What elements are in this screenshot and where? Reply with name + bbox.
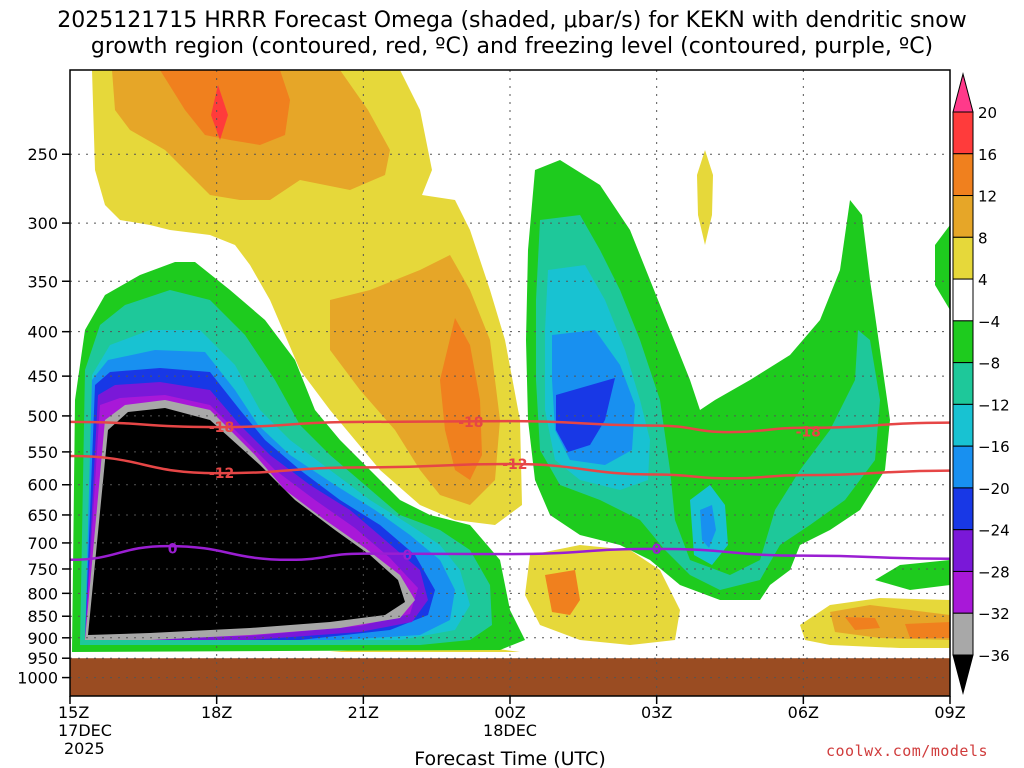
colorbar-swatch-3: [952, 236, 974, 280]
y-tick-label-600: 600: [27, 476, 58, 495]
y-tick-label-650: 650: [27, 506, 58, 525]
y-tick-label-700: 700: [27, 534, 58, 553]
contour-freezing-level: [69, 544, 951, 562]
x-tick-label-18Z: 18Z: [201, 703, 232, 722]
colorbar-label-13: −36: [978, 647, 1010, 665]
y-tick-label-350: 350: [27, 272, 58, 291]
contour-label-3: -12: [209, 466, 234, 482]
colorbar-label-10: −24: [978, 522, 1010, 540]
colorbar-label-4: 4: [978, 271, 988, 289]
omega-region-top-red: [211, 85, 228, 140]
omega-region-late-green-frag1: [875, 560, 950, 590]
colorbar-label-11: −28: [978, 563, 1010, 581]
y-tick-label-500: 500: [27, 407, 58, 426]
y-tick-label-300: 300: [27, 214, 58, 233]
colorbar-swatch-2: [952, 195, 974, 238]
x-axis-title: Forecast Time (UTC): [414, 748, 605, 768]
omega-region-mid-orange: [440, 318, 482, 480]
x-tick-label-06Z: 06Z: [788, 703, 819, 722]
colorbar-label-2: 12: [978, 188, 997, 206]
colorbar-bottom-arrow: [952, 654, 974, 695]
colorbar-swatch-12: [952, 612, 974, 656]
contour-label-1: -18: [458, 415, 483, 431]
contour-dgz-upper: [69, 419, 951, 434]
colorbar-swatch-11: [952, 570, 974, 614]
omega-region-small-yellow1: [697, 150, 713, 245]
colorbar-label-7: −12: [978, 396, 1010, 414]
colorbar-swatch-0: [952, 111, 974, 155]
contour-label-4: -12: [502, 457, 527, 473]
colorbar-top-arrow: [952, 72, 974, 113]
colorbar-label-8: −16: [978, 438, 1010, 456]
omega-region-late-blue: [556, 378, 615, 452]
x-tick-label-21Z: 21Z: [348, 703, 379, 722]
colorbar-swatch-8: [952, 445, 974, 489]
colorbar-swatch-4: [952, 278, 974, 322]
omega-region-low-orange1: [545, 570, 580, 615]
contour-label-2: -18: [796, 424, 821, 440]
colorbar-swatch-6: [952, 362, 974, 405]
x-tick-label-09Z: 09Z: [934, 703, 965, 722]
colorbar-swatch-9: [952, 487, 974, 531]
colorbar-label-5: −4: [978, 313, 1000, 331]
omega-region-main-black: [88, 408, 405, 635]
contour-label-5: 0: [168, 541, 178, 557]
colorbar-swatch-5: [952, 320, 974, 364]
y-tick-label-850: 850: [27, 607, 58, 626]
omega-region-late-green-frag2: [935, 225, 950, 310]
contour-label-7: 0: [652, 542, 662, 558]
colorbar-swatch-10: [952, 529, 974, 572]
colorbar-label-0: 20: [978, 104, 997, 122]
y-tick-label-250: 250: [27, 145, 58, 164]
x-tick-sublabel2-15Z: 2025: [64, 739, 105, 758]
y-tick-label-800: 800: [27, 584, 58, 603]
grid-lines: [70, 70, 950, 696]
colorbar-swatch-1: [952, 153, 974, 197]
colorbar-label-1: 16: [978, 146, 997, 164]
y-tick-label-450: 450: [27, 367, 58, 386]
contour-label-6: 0: [402, 548, 412, 564]
chart-title-line1: 2025121715 HRRR Forecast Omega (shaded, …: [57, 8, 967, 33]
y-tick-label-550: 550: [27, 443, 58, 462]
x-tick-sublabel-15Z: 17DEC: [58, 721, 112, 740]
contour-dgz-lower: [69, 454, 951, 480]
omega-region-low-orange2: [845, 617, 880, 630]
y-tick-label-750: 750: [27, 560, 58, 579]
y-axis: 250 300 350 400 450 500 550 600 650 700 750 800 850 9…: [17, 145, 70, 688]
y-tick-label-400: 400: [27, 323, 58, 342]
omega-region-late-teal: [536, 215, 880, 590]
y-tick-label-1000: 1000: [17, 669, 58, 688]
chart-title-line2: growth region (contoured, red, ºC) and f…: [90, 34, 934, 59]
y-tick-label-950: 950: [27, 649, 58, 668]
colorbar-label-6: −8: [978, 355, 1000, 373]
omega-shading: [72, 70, 950, 652]
colorbar-label-12: −32: [978, 605, 1010, 623]
colorbar-label-3: 8: [978, 229, 988, 247]
contour-label-0: -18: [209, 420, 234, 436]
colorbar-label-9: −20: [978, 480, 1010, 498]
colorbar-swatch-7: [952, 403, 974, 447]
x-tick-label-15Z: 15Z: [58, 703, 89, 722]
x-tick-label-00Z: 00Z: [494, 703, 525, 722]
y-tick-label-900: 900: [27, 629, 58, 648]
omega-region-low-yellow1: [525, 545, 680, 645]
x-tick-sublabel-00Z: 18DEC: [483, 721, 537, 740]
omega-region-late-lightblue2: [700, 505, 716, 548]
credit-text: coolwx.com/models: [826, 742, 989, 760]
omega-region-low-orange3: [905, 622, 950, 638]
contour-labels: -18 -18 -18 -12 -12 0 0 0: [168, 415, 821, 564]
temperature-contours: [69, 419, 951, 562]
x-tick-label-03Z: 03Z: [641, 703, 672, 722]
colorbar: 20 16 12 8 4 −4 −8 −12 −16 −20 −24 −28 −32 −36: [952, 72, 1010, 695]
